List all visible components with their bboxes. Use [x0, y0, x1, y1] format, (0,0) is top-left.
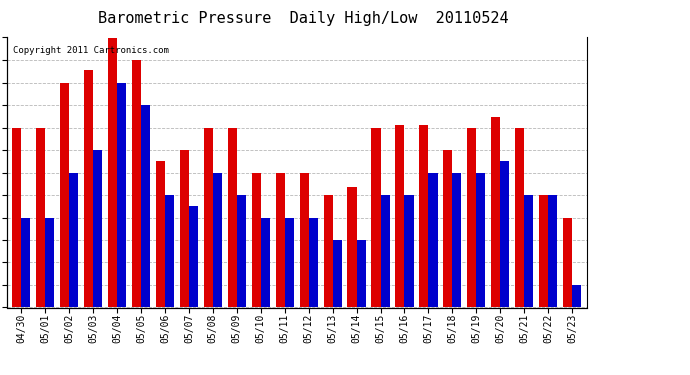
Bar [69, 172, 78, 308]
Bar [299, 172, 308, 308]
Bar [428, 172, 437, 308]
Text: Barometric Pressure  Daily High/Low  20110524: Barometric Pressure Daily High/Low 20110… [98, 11, 509, 26]
Bar [443, 150, 453, 308]
Bar [21, 217, 30, 308]
Bar [165, 195, 174, 308]
Bar [491, 117, 500, 308]
Bar [93, 150, 102, 308]
Bar [60, 82, 69, 308]
Bar [539, 195, 548, 308]
Bar [404, 195, 413, 308]
Bar [36, 128, 46, 308]
Bar [261, 217, 270, 308]
Bar [453, 172, 462, 308]
Bar [275, 172, 285, 308]
Bar [500, 161, 509, 308]
Bar [395, 125, 404, 308]
Bar [141, 105, 150, 308]
Bar [348, 188, 357, 308]
Bar [333, 240, 342, 308]
Bar [420, 125, 428, 308]
Bar [12, 128, 21, 308]
Bar [108, 38, 117, 308]
Bar [476, 172, 486, 308]
Bar [467, 128, 476, 308]
Bar [380, 195, 390, 308]
Text: Copyright 2011 Cartronics.com: Copyright 2011 Cartronics.com [12, 46, 168, 55]
Bar [180, 150, 189, 308]
Bar [563, 217, 572, 308]
Bar [357, 240, 366, 308]
Bar [572, 285, 581, 308]
Bar [204, 128, 213, 308]
Bar [548, 195, 558, 308]
Bar [308, 217, 318, 308]
Bar [132, 60, 141, 308]
Bar [189, 206, 198, 308]
Bar [515, 128, 524, 308]
Bar [228, 128, 237, 308]
Bar [46, 217, 55, 308]
Bar [117, 82, 126, 308]
Bar [84, 70, 93, 308]
Bar [524, 195, 533, 308]
Bar [156, 161, 165, 308]
Bar [237, 195, 246, 308]
Bar [252, 172, 261, 308]
Bar [371, 128, 380, 308]
Bar [213, 172, 222, 308]
Bar [324, 195, 333, 308]
Bar [285, 217, 294, 308]
